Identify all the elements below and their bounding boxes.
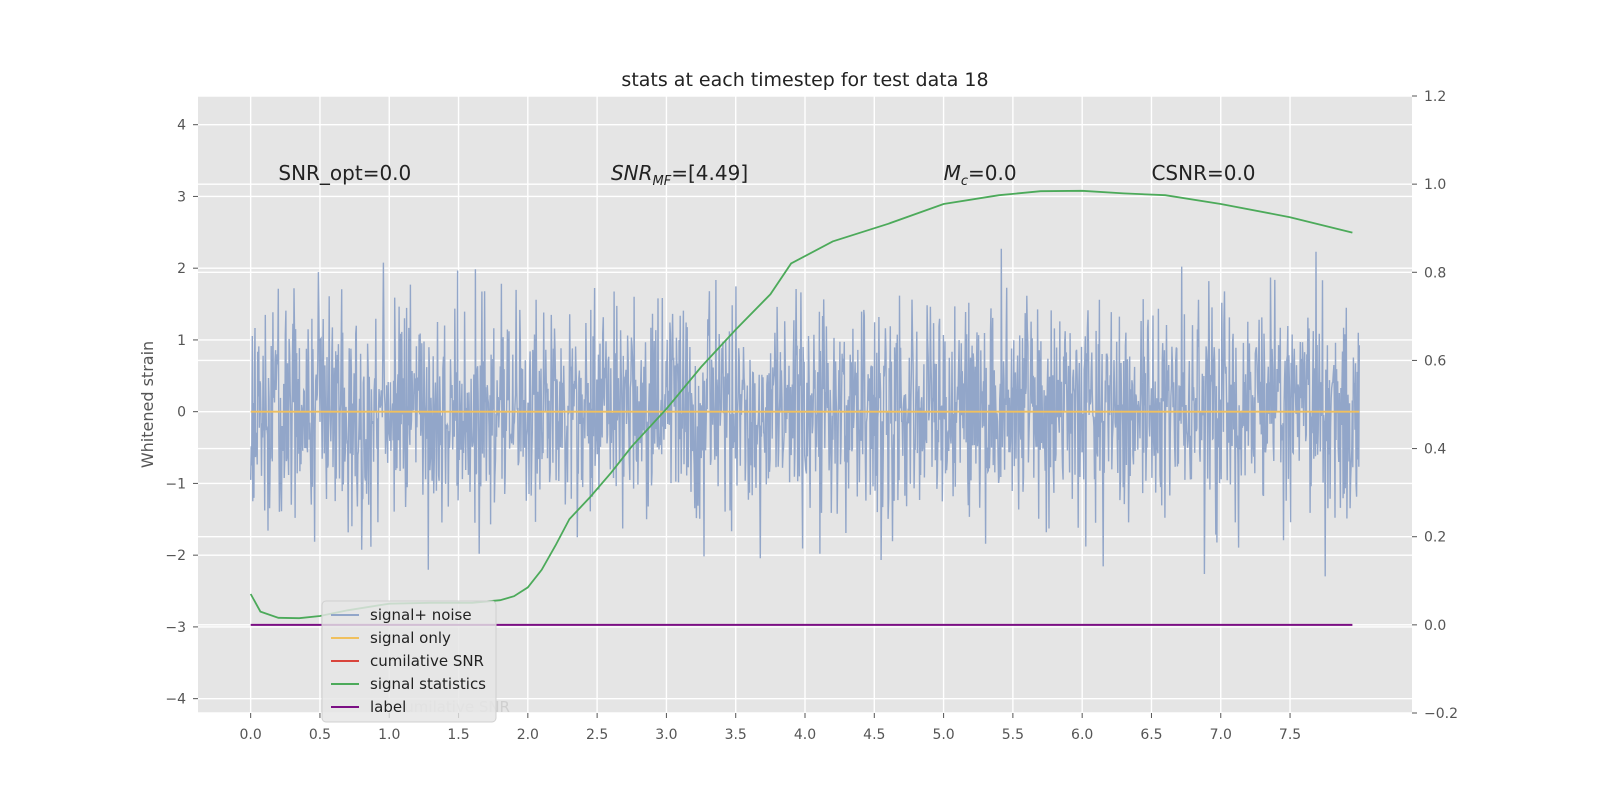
chart-title: stats at each timestep for test data 18 <box>621 69 988 91</box>
legend-box <box>321 600 497 723</box>
x-axis: 0.0 0.5 1.0 1.5 2.0 2.5 3.0 3.5 4.0 4.5 5.0 5.5 6.0 6… <box>240 713 1301 743</box>
series-signal-noise <box>250 248 1360 577</box>
x-tick-label: 1.5 <box>447 727 469 743</box>
x-tick-label: 0.5 <box>309 727 331 743</box>
x-tick-label: 3.5 <box>725 727 747 743</box>
y-tick-label: 0 <box>177 405 186 421</box>
legend-entry: label <box>370 698 406 716</box>
x-tick-label: 5.5 <box>1002 727 1024 743</box>
annotation-symbol: SNR <box>611 161 653 185</box>
y-tick-label: −3 <box>165 620 186 636</box>
x-tick-label: 0.0 <box>240 727 262 743</box>
y2-tick-label: 1.2 <box>1424 89 1446 105</box>
annotation-subscript: MF <box>653 174 672 189</box>
y-tick-label: 1 <box>177 333 186 349</box>
signal-noise-series <box>250 248 1360 577</box>
annotation-snr-opt: SNR_opt=0.0 <box>278 161 411 185</box>
y-tick-label: 2 <box>177 261 186 277</box>
annotations: SNR_opt=0.0 SNRMF=[4.49] Mc=0.0 CSNR=0.0 <box>278 161 1255 189</box>
y-axis-left: −4 −3 −2 −1 0 1 2 3 4 <box>165 118 198 708</box>
y-axis-right: −0.2 0.0 0.2 0.4 0.6 0.8 1.0 1.2 <box>1412 89 1458 722</box>
annotation-value: =[4.49] <box>671 161 748 185</box>
y-tick-label: 4 <box>177 118 186 134</box>
x-tick-label: 5.0 <box>932 727 954 743</box>
annotation-mc: Mc=0.0 <box>944 161 1017 189</box>
legend-entry: signal only <box>370 629 451 647</box>
legend-entry: cumilative SNR <box>370 652 484 670</box>
x-tick-label: 6.5 <box>1140 727 1162 743</box>
x-tick-label: 7.5 <box>1279 727 1301 743</box>
y2-tick-label: 0.2 <box>1424 530 1446 546</box>
annotation-subscript: c <box>961 174 968 189</box>
y-axis-label: Whitened strain <box>138 341 157 468</box>
y-tick-label: −4 <box>165 692 186 708</box>
annotation-csnr: CSNR=0.0 <box>1151 161 1255 185</box>
x-tick-label: 2.0 <box>517 727 539 743</box>
x-tick-label: 2.5 <box>586 727 608 743</box>
y2-tick-label: 1.0 <box>1424 177 1446 193</box>
x-tick-label: 3.0 <box>655 727 677 743</box>
x-tick-label: 6.0 <box>1071 727 1093 743</box>
x-tick-label: 7.0 <box>1210 727 1232 743</box>
legend-entry: signal statistics <box>370 675 486 693</box>
x-tick-label: 4.0 <box>794 727 816 743</box>
y2-tick-label: 0.6 <box>1424 353 1446 369</box>
annotation-value: =0.0 <box>968 161 1017 185</box>
x-tick-label: 1.0 <box>378 727 400 743</box>
annotation-symbol: M <box>944 161 961 185</box>
y2-tick-label: 0.4 <box>1424 442 1446 458</box>
y2-tick-label: 0.8 <box>1424 265 1446 281</box>
annotation-snr-mf: SNRMF=[4.49] <box>611 161 748 189</box>
y2-tick-label: 0.0 <box>1424 618 1446 634</box>
y-tick-label: −2 <box>165 548 186 564</box>
y-tick-label: 3 <box>177 189 186 205</box>
y2-tick-label: −0.2 <box>1424 706 1458 722</box>
x-tick-label: 4.5 <box>863 727 885 743</box>
legend-entry: signal+ noise <box>370 606 472 624</box>
y-tick-label: −1 <box>165 476 186 492</box>
